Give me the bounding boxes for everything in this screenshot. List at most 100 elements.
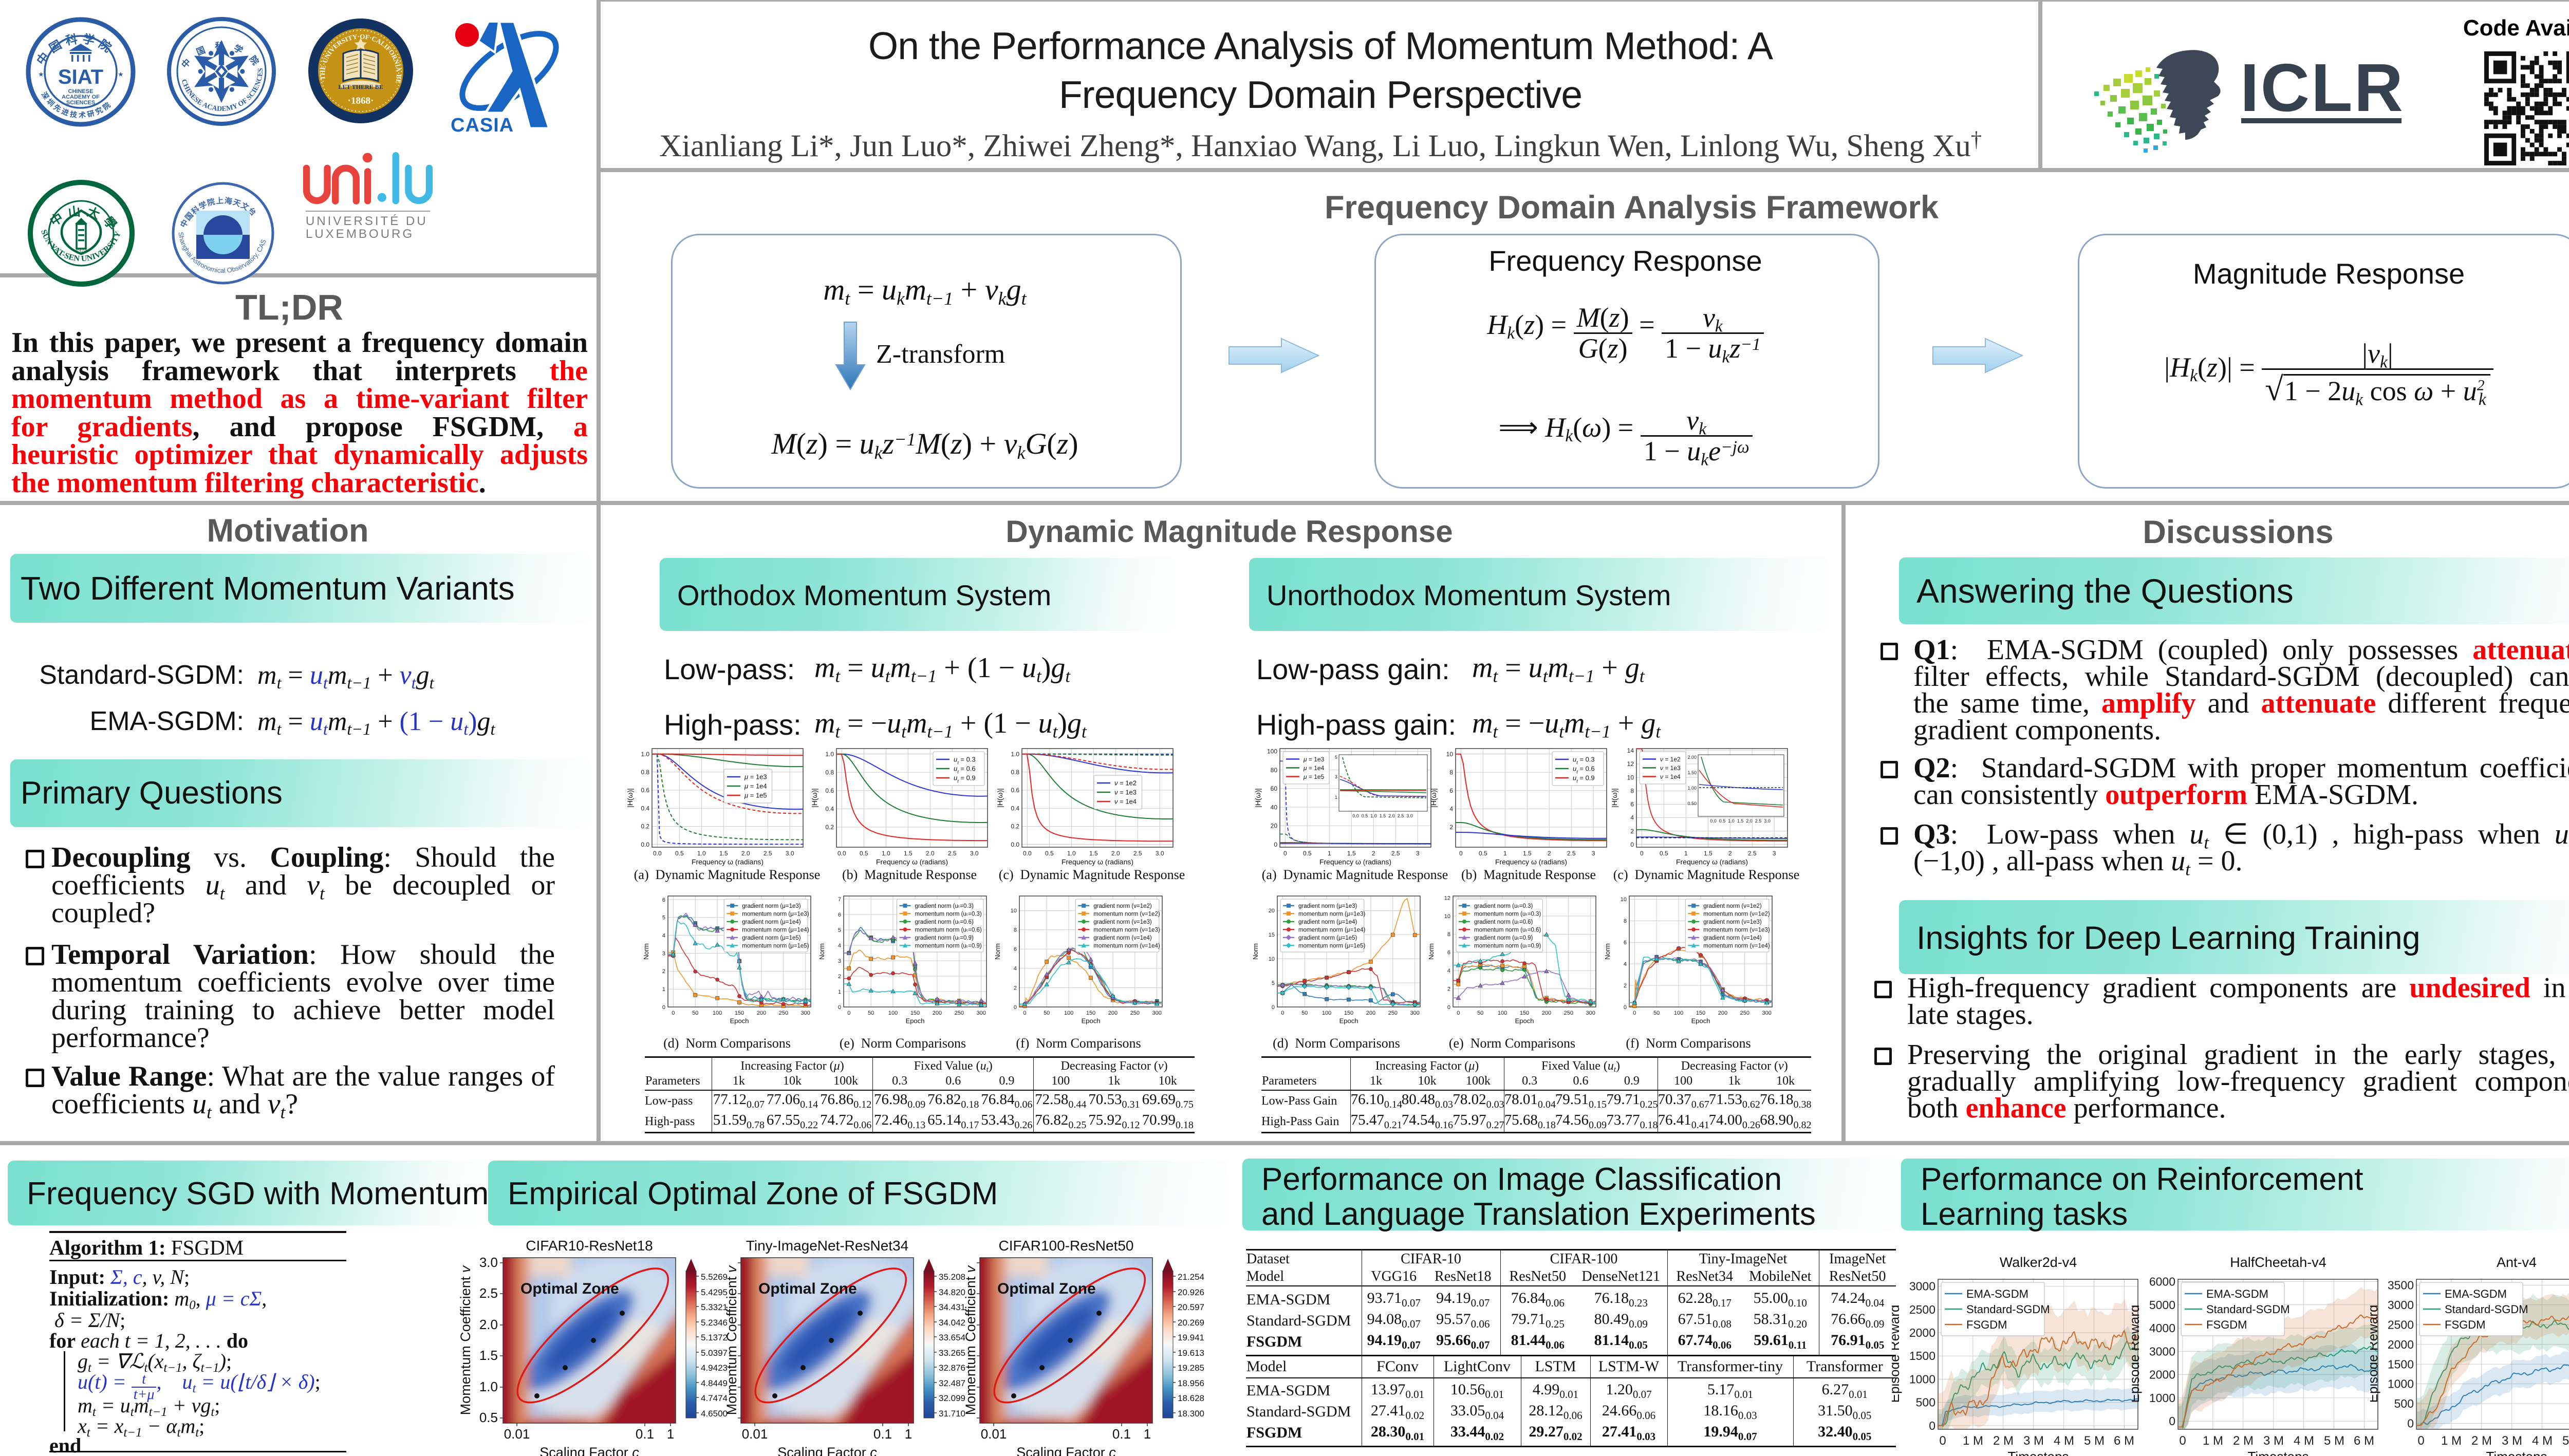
svg-text:1.5: 1.5 (904, 850, 913, 857)
svg-text:2500: 2500 (2388, 1318, 2414, 1331)
svg-text:3.0: 3.0 (1156, 850, 1164, 857)
svg-text:2000: 2000 (1909, 1326, 1935, 1339)
svg-text:250: 250 (1388, 1010, 1398, 1016)
svg-text:100: 100 (1674, 1010, 1683, 1016)
svg-text:8: 8 (1014, 927, 1017, 934)
svg-text:ICLR: ICLR (2240, 50, 2405, 125)
svg-text:2.5: 2.5 (1748, 850, 1757, 857)
svg-text:150: 150 (1086, 1010, 1095, 1016)
svg-text:50: 50 (1477, 1010, 1483, 1016)
svg-text:EMA-SGDM: EMA-SGDM (2206, 1287, 2268, 1300)
svg-text:momentum norm (uₜ=0.3): momentum norm (uₜ=0.3) (1474, 911, 1541, 917)
svg-text:6: 6 (1449, 787, 1453, 794)
svg-text:4: 4 (662, 933, 665, 939)
svg-text:2.0: 2.0 (741, 850, 750, 857)
svg-text:4: 4 (1624, 961, 1627, 967)
svg-text:2: 2 (1014, 985, 1017, 991)
svg-text:Frequency ω (radians): Frequency ω (radians) (1495, 858, 1567, 866)
svg-text:2500: 2500 (1909, 1303, 1935, 1316)
svg-text:3: 3 (662, 950, 665, 957)
svg-text:|H(ω)|: |H(ω)| (626, 788, 634, 808)
svg-text:1.50: 1.50 (1687, 770, 1697, 775)
svg-text:gradient norm (μ=1e4): gradient norm (μ=1e4) (1298, 919, 1357, 925)
svg-text:4000: 4000 (2149, 1321, 2175, 1335)
svg-text:2 M: 2 M (2471, 1434, 2492, 1448)
svg-text:SCIENCES: SCIENCES (66, 100, 95, 106)
svg-text:|H(ω)|: |H(ω)| (1429, 788, 1438, 808)
svg-text:250: 250 (1564, 1010, 1573, 1016)
svg-text:100: 100 (1322, 1010, 1331, 1016)
svg-text:Scaling Factor c: Scaling Factor c (777, 1445, 877, 1456)
svg-text:200: 200 (933, 1010, 942, 1016)
svg-text:200: 200 (1366, 1010, 1375, 1016)
svg-text:0: 0 (672, 1010, 675, 1016)
svg-text:Episode Reward: Episode Reward (1892, 1305, 1902, 1403)
svg-text:0: 0 (1283, 850, 1287, 857)
svg-text:3: 3 (838, 958, 841, 964)
svg-text:2.0: 2.0 (1111, 850, 1120, 857)
svg-text:0.0: 0.0 (653, 850, 662, 857)
svg-text:Optimal Zone: Optimal Zone (758, 1280, 857, 1297)
svg-text:Norm: Norm (818, 943, 826, 960)
svg-text:0.5: 0.5 (1479, 850, 1487, 857)
svg-text:momentum norm (uₜ=0.3): momentum norm (uₜ=0.3) (915, 911, 982, 917)
svg-text:14: 14 (1627, 747, 1634, 754)
svg-text:40: 40 (1271, 804, 1278, 811)
svg-text:3.0: 3.0 (970, 850, 979, 857)
svg-text:gradient norm (uₜ=0.6): gradient norm (uₜ=0.6) (915, 919, 974, 925)
svg-text:0: 0 (2417, 1434, 2424, 1448)
svg-text:momentum norm (ν=1e2): momentum norm (ν=1e2) (1703, 911, 1770, 917)
svg-text:20.269: 20.269 (1178, 1318, 1204, 1328)
svg-text:0.8: 0.8 (1011, 769, 1019, 776)
svg-text:10: 10 (1446, 751, 1454, 758)
svg-text:100: 100 (713, 1010, 722, 1016)
svg-text:0.4: 0.4 (1011, 805, 1019, 812)
svg-text:FSGDM: FSGDM (2206, 1318, 2247, 1331)
svg-text:200: 200 (757, 1010, 766, 1016)
svg-text:20.926: 20.926 (1178, 1287, 1204, 1297)
svg-text:Epoch: Epoch (1082, 1017, 1101, 1024)
svg-text:10: 10 (1627, 774, 1634, 781)
svg-text:5: 5 (838, 927, 841, 934)
svg-text:10: 10 (1621, 897, 1627, 903)
svg-text:2.5: 2.5 (1133, 850, 1142, 857)
svg-text:1.5: 1.5 (1704, 850, 1712, 857)
svg-text:FSGDM: FSGDM (1966, 1318, 2007, 1331)
svg-text:μ = 1e4: μ = 1e4 (744, 782, 767, 790)
svg-text:Epoch: Epoch (1691, 1017, 1710, 1024)
svg-text:★: ★ (118, 70, 124, 78)
svg-text:2: 2 (1630, 828, 1634, 835)
svg-text:Frequency ω (radians): Frequency ω (radians) (692, 858, 764, 866)
svg-text:CASIA: CASIA (451, 115, 514, 135)
svg-text:4 M: 4 M (2294, 1434, 2314, 1448)
svg-text:3.0: 3.0 (479, 1255, 498, 1270)
svg-text:5.3321: 5.3321 (701, 1302, 728, 1312)
svg-text:2: 2 (1624, 983, 1627, 989)
svg-text:5 M: 5 M (2562, 1434, 2569, 1448)
svg-text:LET THERE BE: LET THERE BE (338, 83, 383, 90)
svg-text:Epoch: Epoch (730, 1017, 749, 1024)
svg-text:200: 200 (1108, 1010, 1118, 1016)
svg-text:μ = 1e4: μ = 1e4 (1303, 764, 1325, 772)
svg-text:|H(ω)|: |H(ω)| (1254, 788, 1262, 808)
svg-text:4.9423: 4.9423 (701, 1363, 728, 1373)
svg-text:|H(ω)|: |H(ω)| (1610, 788, 1618, 808)
svg-text:Frequency ω (radians): Frequency ω (radians) (1062, 858, 1133, 866)
svg-text:0: 0 (1624, 1004, 1627, 1011)
svg-text:momentum norm (uₜ=0.6): momentum norm (uₜ=0.6) (915, 927, 982, 933)
svg-text:gradient norm (ν=1e3): gradient norm (ν=1e3) (1703, 919, 1762, 925)
svg-text:Epoch: Epoch (1339, 1017, 1358, 1024)
svg-text:1: 1 (667, 1426, 674, 1442)
svg-text:0.2: 0.2 (641, 823, 649, 830)
svg-text:0.5: 0.5 (1660, 850, 1668, 857)
svg-text:3.0: 3.0 (786, 850, 794, 857)
svg-text:1500: 1500 (1909, 1349, 1935, 1362)
svg-text:0.4: 0.4 (825, 806, 834, 813)
svg-text:2.0: 2.0 (479, 1317, 498, 1332)
svg-text:momentum norm (uₜ=0.6): momentum norm (uₜ=0.6) (1474, 927, 1541, 933)
svg-text:150: 150 (1696, 1010, 1705, 1016)
svg-text:ut = 0.6: ut = 0.6 (1573, 765, 1595, 775)
svg-text:4: 4 (1630, 814, 1634, 822)
svg-text:0: 0 (2169, 1414, 2175, 1428)
svg-text:2.5: 2.5 (479, 1285, 498, 1301)
